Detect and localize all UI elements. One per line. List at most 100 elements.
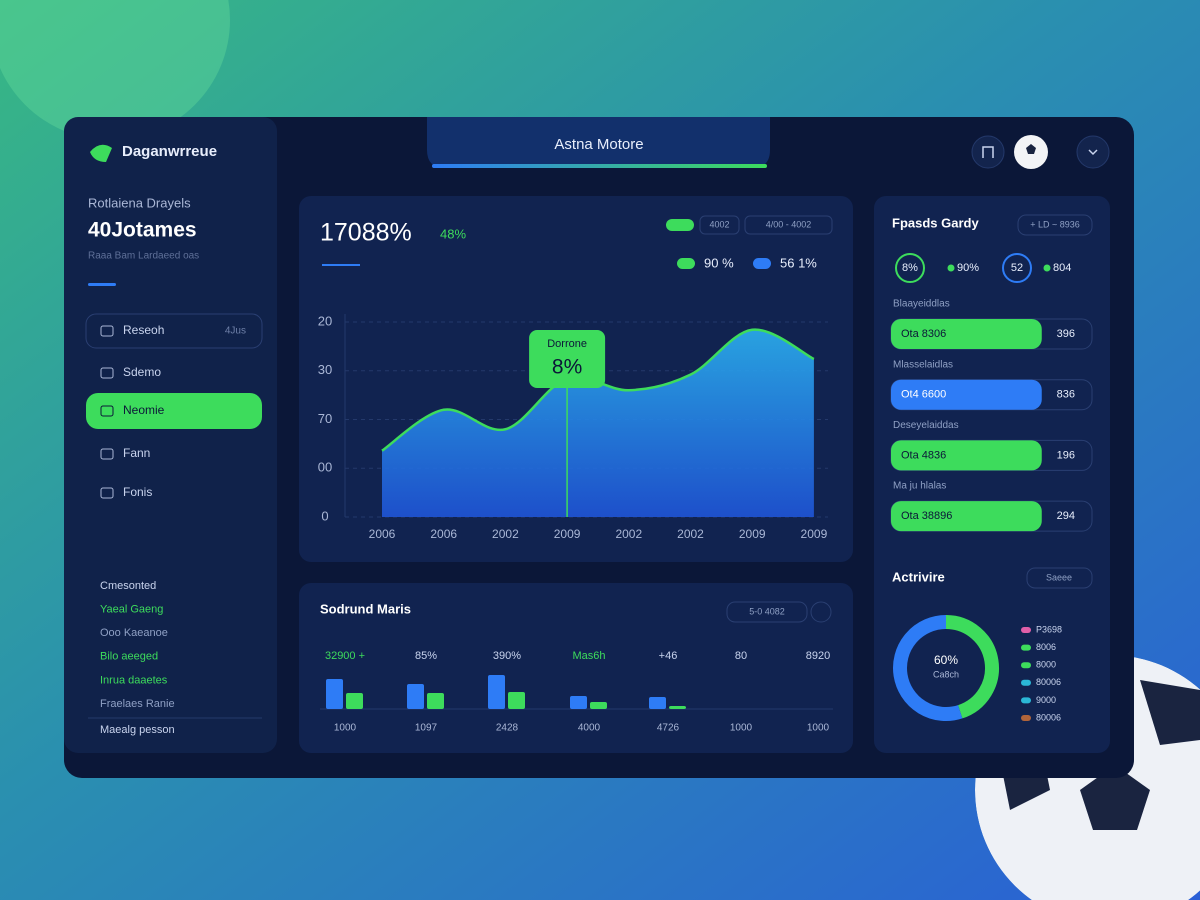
filter-pill[interactable] [699, 215, 740, 235]
stat-label: 90 % [704, 255, 734, 270]
legend-label: 8006 [1036, 642, 1056, 652]
stat-dot [677, 258, 695, 269]
x-tick-label: 2006 [369, 527, 396, 541]
subtitle: Rotlaiena Drayels [88, 195, 191, 210]
donut-center-sub: Ca8ch [933, 669, 959, 679]
progress-bar [891, 319, 1042, 349]
column-label: 85% [415, 650, 437, 662]
card [299, 583, 853, 753]
nav-active[interactable] [86, 393, 262, 429]
divider [88, 283, 116, 286]
tab-title: Astna Motore [554, 136, 643, 153]
nav-item-box[interactable] [85, 313, 263, 349]
chart-title: Sodrund Maris [320, 601, 411, 616]
bar [346, 693, 363, 709]
chevron [1088, 149, 1098, 156]
column-label: 80 [735, 650, 747, 662]
nav-icon [100, 405, 114, 417]
tooltip-title: Dorrone [547, 338, 587, 350]
legend-label: 80006 [1036, 712, 1061, 722]
tab [427, 117, 770, 168]
chart-title: 17088% [320, 219, 412, 247]
brand: Daganwrreue [122, 143, 217, 160]
x-tick-label: 4000 [578, 723, 601, 734]
bar [570, 696, 587, 709]
sidebar-link: Yaeal Gaeng [100, 604, 163, 616]
column-label: Mas6h [572, 650, 605, 662]
filter-pill[interactable] [1026, 567, 1093, 589]
filter-label: 4/00 - 4002 [766, 219, 812, 229]
progress-bar [891, 440, 1042, 471]
legend-label: 9000 [1036, 695, 1056, 705]
filter-pill[interactable] [666, 219, 694, 231]
filter-pill[interactable] [726, 601, 808, 623]
y-tick-label: 30 [318, 362, 332, 377]
x-tick-label: 4726 [657, 723, 680, 734]
bar-text: Ota 8306 [901, 328, 946, 340]
x-tick-label: 2428 [496, 723, 519, 734]
ring-label: 804 [1053, 262, 1071, 274]
y-tick-label: 70 [318, 411, 332, 426]
ring [895, 253, 925, 283]
bar [649, 697, 666, 709]
icon-button[interactable] [971, 135, 1005, 169]
x-tick-label: 1000 [807, 723, 830, 734]
sidebar-link: Cmesonted [100, 580, 156, 592]
bar-end-label: 836 [1057, 389, 1075, 401]
sidebar-link: Inrua daaetes [100, 674, 168, 686]
ring-label: 8% [902, 262, 918, 274]
filter-button[interactable] [810, 601, 832, 623]
x-tick-label: 2002 [492, 527, 519, 541]
x-tick-label: 2006 [430, 527, 457, 541]
x-tick-label: 2002 [677, 527, 704, 541]
caption: Raaa Bam Lardaeed oas [88, 251, 199, 262]
area [382, 329, 814, 517]
ring-label: 90% [957, 262, 979, 274]
legend-label: P3698 [1036, 624, 1062, 634]
x-tick-label: 2002 [615, 527, 642, 541]
nav-label: Neomie [123, 403, 165, 417]
nav-icon [100, 448, 114, 460]
nav-label: Reseoh [123, 323, 164, 337]
bar [427, 693, 444, 709]
card-title: Fpasds Gardy [892, 215, 979, 230]
filter-label: 5-0 4082 [749, 606, 785, 616]
legend-swatch [1021, 662, 1031, 669]
filter-pill[interactable] [1017, 214, 1093, 236]
bar [488, 675, 505, 709]
tab-indicator [432, 164, 767, 168]
donut-center: 60% [934, 653, 958, 667]
filter-pill[interactable] [744, 215, 833, 235]
filter-label: Saeee [1046, 572, 1072, 582]
dot [1043, 264, 1051, 272]
column-label: 32900 + [325, 650, 365, 662]
x-tick-label: 2009 [739, 527, 766, 541]
legend-label: 80006 [1036, 677, 1061, 687]
donut-segment [945, 615, 999, 719]
column-label: 390% [493, 650, 521, 662]
ring-label: 52 [1011, 262, 1023, 274]
card-title: Actrivire [892, 569, 945, 584]
bar-end-label: 196 [1057, 449, 1075, 461]
progress-bar [891, 501, 1042, 532]
sidebar-link: Bilo aeeged [100, 651, 158, 663]
tooltip-value: 8% [552, 356, 582, 379]
nav-badge: 4Jus [225, 326, 246, 337]
nav-icon [100, 367, 114, 379]
x-tick-label: 1000 [730, 723, 753, 734]
legend-swatch [1021, 715, 1031, 721]
sidebar-footer: Maealg pesson [100, 724, 175, 736]
bar-end-label: 294 [1057, 510, 1075, 522]
menu-button[interactable] [1076, 135, 1110, 169]
bar-text: Ota 38896 [901, 510, 952, 522]
legend-swatch [1021, 697, 1031, 704]
tooltip [529, 330, 606, 388]
y-tick-label: 00 [318, 460, 332, 475]
bar [326, 679, 343, 709]
bar [407, 684, 424, 709]
legend-swatch [1021, 679, 1031, 686]
bar-caption: Deseyelaiddas [893, 420, 959, 431]
nav-icon [100, 325, 114, 337]
bar-end-label: 396 [1057, 328, 1075, 340]
